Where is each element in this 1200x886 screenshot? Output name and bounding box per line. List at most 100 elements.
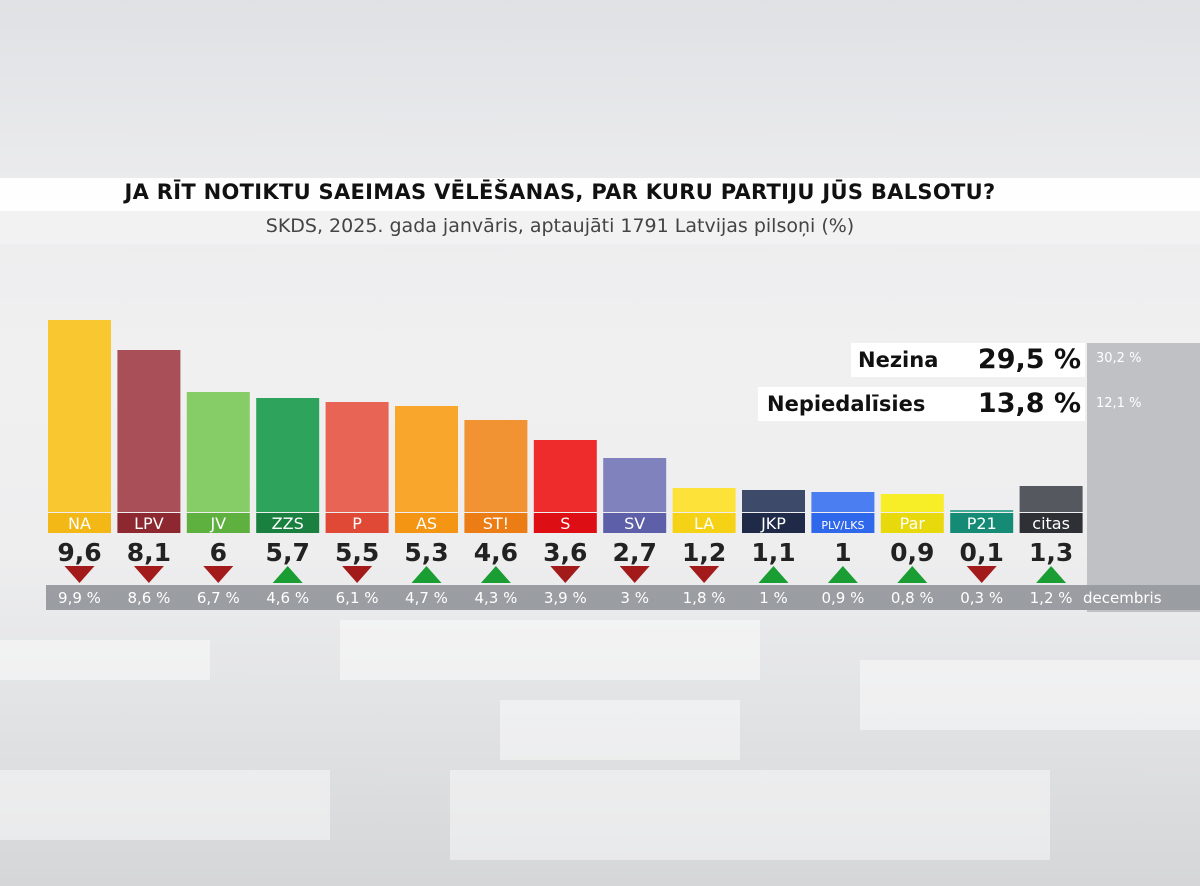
bar-PLV/LKS [811,492,875,512]
value-label: 4,6 [474,538,518,567]
category-label: PLV/LKS [821,519,864,532]
trend-up-icon [758,566,789,583]
chart-title: JA RĪT NOTIKTU SAEIMAS VĒLĒŠANAS, PAR KU… [124,180,996,204]
category-label: Par [900,514,926,533]
category-box-SV [603,513,667,533]
category-box-JKP [742,513,805,533]
category-label: SV [624,514,645,533]
trend-down-icon [550,566,581,583]
undecided-box: Nezina 29,5 % [851,343,1085,377]
undecided-label: Nezina [858,348,939,372]
trend-up-icon [897,566,928,583]
title-bar [0,178,1200,211]
category-box-LA [672,513,736,533]
trend-up-icon [827,566,858,583]
value-label: 1,2 [682,538,726,567]
trend-down-icon [203,566,234,583]
trend-up-icon [480,566,511,583]
category-label: LPV [134,514,164,533]
value-label: 9,6 [57,538,101,567]
category-box-ZZS [256,513,320,533]
bar-ZZS [256,398,320,512]
previous-value-label: 4,3 % [474,589,517,607]
value-label: 0,9 [890,538,934,567]
previous-period-label: decembris [1083,589,1162,607]
category-label: JKP [760,514,786,533]
category-box-AS [395,513,458,533]
nonvoters-box: Nepiedalīsies 13,8 % [758,387,1085,421]
category-box-P [325,513,389,533]
bar-JV [186,392,250,512]
category-label: AS [416,514,437,533]
trend-down-icon [133,566,164,583]
previous-strip [46,585,1200,610]
category-box-S [533,513,597,533]
bar-AS [395,406,458,512]
bar-citas [1019,486,1083,512]
side-panel [1087,343,1200,612]
category-box-NA [48,513,111,533]
category-label: JV [209,514,226,533]
nonvoters-previous: 12,1 % [1096,396,1142,411]
value-label: 1 [834,538,851,567]
previous-value-label: 1,2 % [1030,589,1073,607]
category-label: P [352,514,362,533]
category-label: citas [1032,514,1070,533]
previous-value-label: 6,1 % [336,589,379,607]
trend-down-icon [342,566,373,583]
value-label: 1,3 [1029,538,1073,567]
background-floor [0,620,1200,886]
category-box-PLV/LKS [811,513,875,533]
bar-LA [672,488,736,512]
previous-value-label: 9,9 % [58,589,101,607]
category-label: ST! [483,514,509,533]
value-label: 6 [210,538,227,567]
previous-value-label: 0,9 % [821,589,864,607]
bar-P [325,402,389,512]
previous-value-label: 3 % [620,589,649,607]
category-label: P21 [967,514,997,533]
value-label: 5,3 [404,538,448,567]
value-label: 5,5 [335,538,379,567]
trend-up-icon [411,566,442,583]
trend-down-icon [64,566,95,583]
value-label: 0,1 [960,538,1004,567]
category-box-LPV [117,513,181,533]
previous-value-label: 8,6 % [127,589,170,607]
trend-down-icon [689,566,720,583]
previous-value-label: 3,9 % [544,589,587,607]
previous-value-label: 6,7 % [197,589,240,607]
value-label: 8,1 [127,538,171,567]
bar-SV [603,458,667,512]
trend-down-icon [966,566,997,583]
trend-up-icon [1036,566,1067,583]
category-label: NA [68,514,91,533]
chart-subtitle: SKDS, 2025. gada janvāris, aptaujāti 179… [265,215,855,237]
bar-S [533,440,597,512]
value-label: 1,1 [751,538,795,567]
category-box-JV [186,513,250,533]
subtitle-bar [0,211,1200,244]
trend-down-icon [619,566,650,583]
nonvoters-value: 13,8 % [977,388,1081,419]
undecided-previous: 30,2 % [1096,351,1142,366]
previous-value-label: 0,3 % [960,589,1003,607]
nonvoters-label: Nepiedalīsies [767,392,926,416]
undecided-value: 29,5 % [977,344,1081,375]
previous-value-label: 1,8 % [683,589,726,607]
value-label: 5,7 [266,538,310,567]
category-box-P21 [950,513,1014,533]
bar-P21 [950,510,1014,512]
bar-ST! [464,420,528,512]
category-box-Par [880,513,944,533]
category-label: LA [694,514,714,533]
category-box-ST! [464,513,528,533]
bar-Par [880,494,944,512]
value-label: 3,6 [543,538,587,567]
bar-JKP [742,490,805,512]
category-label: ZZS [272,514,304,533]
previous-value-label: 4,7 % [405,589,448,607]
bar-NA [48,320,111,512]
previous-value-label: 1 % [759,589,788,607]
